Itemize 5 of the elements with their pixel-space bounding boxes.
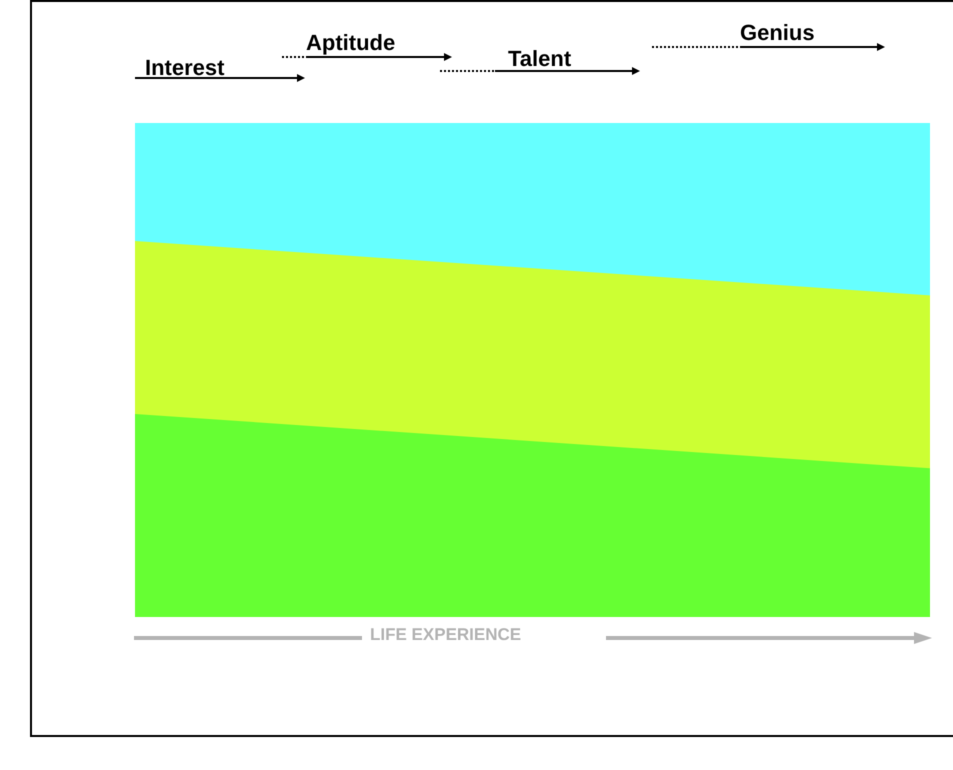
x-axis-title: LIFE EXPERIENCE [370, 625, 522, 645]
text: Talent [508, 46, 572, 72]
text: Aptitude [306, 30, 396, 56]
text: Genius [740, 20, 815, 46]
text: Interest [145, 55, 224, 81]
